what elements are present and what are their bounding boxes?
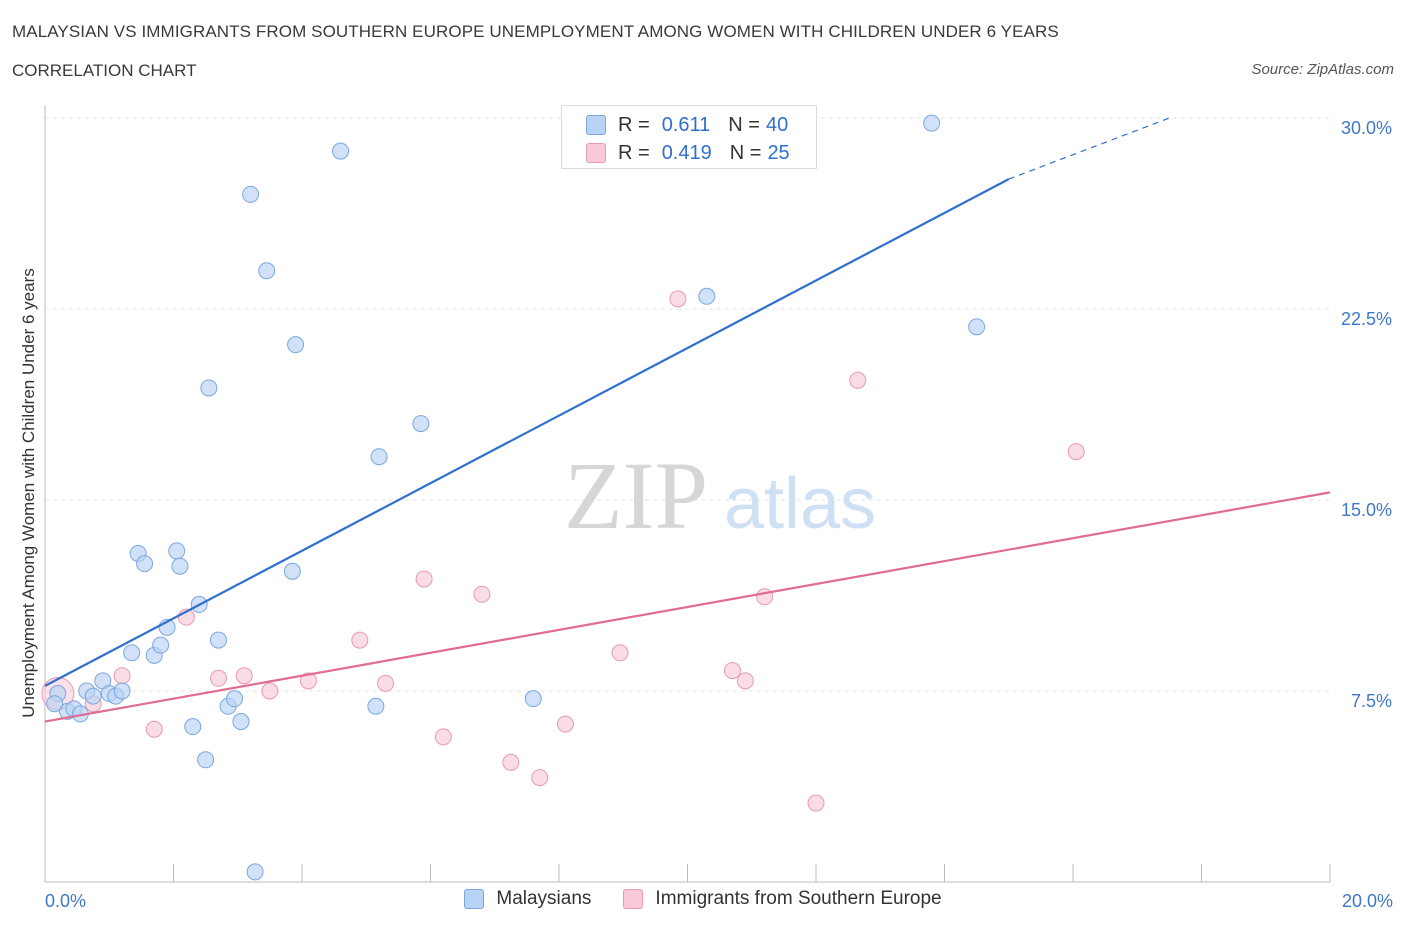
malaysians-point bbox=[370, 448, 388, 466]
legend-n-label: N = bbox=[729, 141, 762, 164]
legend-row-immigrants: R = 0.419 N = 25 bbox=[586, 141, 808, 165]
watermark: ZIP atlas bbox=[564, 442, 876, 549]
y-tick-label: 7.5% bbox=[1351, 691, 1392, 711]
malaysians-point bbox=[46, 695, 64, 713]
legend-swatch-blue bbox=[464, 889, 485, 909]
immigrants-point bbox=[1067, 443, 1085, 461]
immigrants-point bbox=[531, 769, 549, 787]
immigrants-point bbox=[434, 728, 452, 746]
immigrants-point bbox=[611, 644, 629, 662]
legend-label-malaysians: Malaysians bbox=[496, 888, 592, 909]
immigrants-trendline bbox=[44, 491, 1331, 723]
malaysians-point bbox=[287, 336, 305, 354]
malaysians-point bbox=[209, 631, 227, 649]
malaysians-point bbox=[258, 262, 276, 280]
watermark-atlas: atlas bbox=[724, 464, 876, 544]
immigrants-point bbox=[807, 794, 825, 812]
legend-r-value: 0.611 bbox=[661, 113, 711, 136]
axes bbox=[44, 105, 1331, 883]
malaysians-point bbox=[923, 114, 941, 132]
malaysians-point bbox=[84, 687, 102, 705]
watermark-zip: ZIP bbox=[564, 442, 708, 549]
malaysians-point bbox=[168, 542, 186, 560]
malaysians-point bbox=[698, 287, 716, 305]
malaysians-point bbox=[171, 557, 189, 575]
malaysians-point bbox=[226, 690, 244, 708]
legend-n-value: 25 bbox=[767, 141, 790, 164]
y-tick-label: 22.5% bbox=[1341, 309, 1392, 329]
legend-swatch-blue bbox=[586, 115, 606, 135]
immigrants-point bbox=[669, 290, 687, 308]
legend-item-immigrants: Immigrants from Southern Europe bbox=[623, 888, 942, 910]
legend-r-value: 0.419 bbox=[661, 141, 712, 164]
malaysians-point bbox=[332, 142, 350, 160]
immigrants-point bbox=[299, 672, 317, 690]
source-credit: Source: ZipAtlas.com bbox=[1251, 61, 1394, 78]
immigrants-point bbox=[113, 667, 131, 685]
tick-labels: 7.5% 15.0% 22.5% 30.0% 0.0% 20.0% bbox=[45, 118, 1393, 911]
malaysians-point bbox=[232, 713, 250, 731]
malaysians-point bbox=[968, 318, 986, 336]
immigrants-point bbox=[261, 682, 279, 700]
malaysians-point bbox=[197, 751, 215, 769]
malaysians-point bbox=[123, 644, 141, 662]
x-tick-label-min: 0.0% bbox=[45, 891, 86, 911]
series-legend: Malaysians Immigrants from Southern Euro… bbox=[0, 888, 1406, 910]
malaysians-point bbox=[246, 863, 264, 881]
chart-title: MALAYSIAN VS IMMIGRANTS FROM SOUTHERN EU… bbox=[12, 22, 1059, 41]
legend-label-immigrants: Immigrants from Southern Europe bbox=[655, 888, 942, 909]
trendlines bbox=[44, 117, 1331, 723]
y-tick-label: 30.0% bbox=[1341, 118, 1392, 138]
x-tick-label-max: 20.0% bbox=[1342, 891, 1393, 911]
malaysians-point bbox=[152, 636, 170, 654]
legend-item-malaysians: Malaysians bbox=[464, 888, 591, 910]
series-malaysians-points bbox=[46, 114, 986, 881]
malaysians-point bbox=[367, 697, 385, 715]
immigrants-point bbox=[723, 662, 741, 680]
legend-n-value: 40 bbox=[765, 113, 789, 136]
chart-subtitle: CORRELATION CHART bbox=[12, 61, 197, 80]
malaysians-trendline bbox=[44, 178, 1010, 687]
legend-n-label: N = bbox=[728, 113, 760, 136]
immigrants-point bbox=[235, 667, 253, 685]
malaysians-point bbox=[113, 682, 131, 700]
immigrants-point bbox=[556, 715, 574, 733]
malaysians-point bbox=[242, 185, 260, 203]
correlation-legend: R = 0.611 N = 40 R = 0.419 N = 25 bbox=[561, 105, 817, 169]
malaysians-point bbox=[412, 415, 430, 433]
immigrants-point bbox=[351, 631, 369, 649]
immigrants-point bbox=[209, 669, 227, 687]
legend-swatch-pink bbox=[586, 143, 606, 163]
legend-swatch-pink bbox=[623, 889, 644, 909]
gridlines bbox=[45, 117, 1330, 692]
immigrants-point bbox=[145, 720, 163, 738]
legend-row-malaysians: R = 0.611 N = 40 bbox=[586, 113, 806, 137]
malaysians-point bbox=[283, 562, 301, 580]
y-axis-label: Unemployment Among Women with Children U… bbox=[19, 268, 38, 717]
malaysians-point bbox=[524, 690, 542, 708]
malaysians-point bbox=[200, 379, 218, 397]
immigrants-point bbox=[849, 371, 867, 389]
series-immigrants-points bbox=[41, 290, 1085, 812]
legend-r-label: R = bbox=[618, 141, 650, 164]
malaysians-point bbox=[184, 718, 202, 736]
malaysians-point bbox=[136, 555, 154, 573]
y-tick-label: 15.0% bbox=[1341, 500, 1392, 520]
malaysians-trendline-extension bbox=[1008, 117, 1170, 180]
immigrants-point bbox=[473, 585, 491, 603]
immigrants-point bbox=[736, 672, 754, 690]
immigrants-point bbox=[502, 753, 520, 771]
legend-r-label: R = bbox=[618, 113, 650, 136]
immigrants-point bbox=[415, 570, 433, 588]
immigrants-point bbox=[377, 674, 395, 692]
